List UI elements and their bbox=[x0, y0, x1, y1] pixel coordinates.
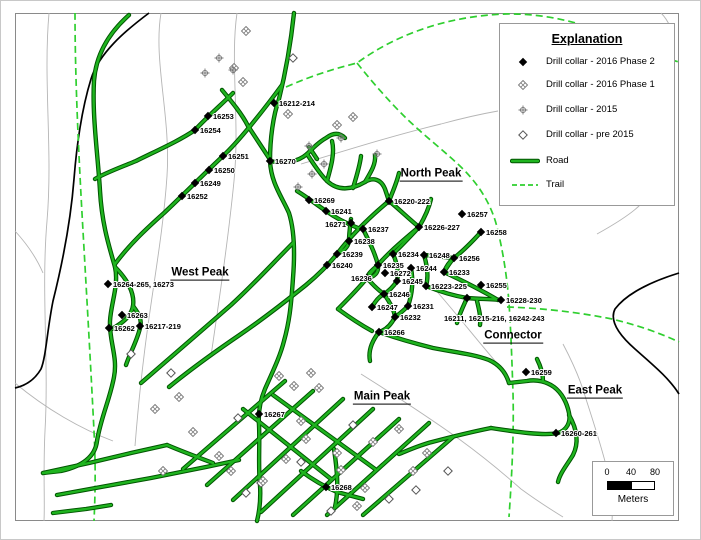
drill-collar-label: 16262 bbox=[114, 324, 135, 333]
trail-lines bbox=[74, 12, 680, 522]
road-line-icon bbox=[510, 158, 540, 164]
drill-collar-label: 16253 bbox=[213, 112, 234, 121]
drill-collar-2015-icon bbox=[518, 105, 528, 115]
drill-collar-label: 16251 bbox=[228, 152, 249, 161]
scale-unit-label: Meters bbox=[617, 494, 649, 505]
drill-collar-label: 16223-225 bbox=[431, 282, 467, 291]
legend-item-label: Drill collar - 2016 Phase 2 bbox=[546, 56, 655, 67]
drill-collar-label: 16263 bbox=[127, 311, 148, 320]
drill-collar-label: 16258 bbox=[486, 228, 507, 237]
scale-tick-80: 80 bbox=[649, 467, 661, 477]
drill-collar-label: 16252 bbox=[187, 192, 208, 201]
drill-collar-label: 16269 bbox=[314, 196, 335, 205]
legend-item-label: Drill collar - 2015 bbox=[546, 104, 618, 115]
legend-item-label: Road bbox=[546, 155, 569, 166]
drill-collar-label: 16247 bbox=[377, 303, 398, 312]
drill-collar-label: 16238 bbox=[354, 237, 375, 246]
drill-collar-label: 16255 bbox=[486, 281, 507, 290]
drill-collar-label: 16235 bbox=[383, 261, 404, 270]
drill-collar-phase2-icon bbox=[518, 57, 528, 67]
drill-collar-label: 16248 bbox=[429, 251, 450, 260]
drill-collar-label: 16245 bbox=[402, 277, 423, 286]
drill-collar-pre2015-icon bbox=[518, 130, 528, 140]
scale-bar-white-segment bbox=[631, 481, 655, 490]
trail-line-icon bbox=[512, 184, 538, 186]
drill-collar-label: 16271 bbox=[325, 220, 346, 229]
drill-collar-label: 16244 bbox=[416, 264, 438, 273]
drill-collar-label: 16266 bbox=[384, 328, 405, 337]
drill-collar-label: 16256 bbox=[459, 254, 480, 263]
drill-collar-label: 16254 bbox=[200, 126, 222, 135]
legend-item-label: Drill collar - 2016 Phase 1 bbox=[546, 79, 655, 90]
drill-collar-label: 16260-261 bbox=[561, 429, 597, 438]
drill-collar-label: 16272 bbox=[390, 269, 411, 278]
drill-collar-label: 16237 bbox=[368, 225, 389, 234]
drill-collar-label: 16267 bbox=[264, 410, 285, 419]
drill-collar-label: 16236 bbox=[351, 274, 372, 283]
legend-item-label: Drill collar - pre 2015 bbox=[546, 129, 634, 140]
drill-collar-label: 16241 bbox=[331, 207, 352, 216]
drill-collar-label: 16249 bbox=[200, 179, 221, 188]
drill-collar-label: 16231 bbox=[413, 302, 434, 311]
drill-collar-label: 16220-222 bbox=[394, 197, 430, 206]
drill-collar-label: 16211, 16215-216, 16242-243 bbox=[444, 314, 545, 323]
drill-collar-labels: 16212-214 16253 16254 16251 16250 16249 16252 1… bbox=[112, 98, 598, 493]
scale-bar-black-segment bbox=[607, 481, 631, 490]
legend-panel: Explanation Drill collar - 2016 Phase 2 … bbox=[499, 23, 675, 206]
legend-title: Explanation bbox=[551, 32, 623, 46]
drill-collar-label: 16240 bbox=[332, 261, 353, 270]
drill-collar-label: 16217-219 bbox=[145, 322, 181, 331]
scale-tick-0: 0 bbox=[604, 467, 610, 477]
drill-collar-label: 16250 bbox=[214, 166, 235, 175]
scale-bar: 0 40 80 Meters bbox=[592, 461, 674, 516]
drill-collar-label: 16234 bbox=[398, 250, 420, 259]
drill-collar-label: 16246 bbox=[389, 290, 410, 299]
drill-collar-label: 16233 bbox=[449, 268, 470, 277]
legend-item-label: Trail bbox=[546, 179, 565, 190]
drill-collar-label: 16232 bbox=[400, 313, 421, 322]
drill-collar-label: 16268 bbox=[331, 483, 352, 492]
drill-collar-label: 16264-265, 16273 bbox=[113, 280, 174, 289]
scale-tick-40: 40 bbox=[625, 467, 637, 477]
drill-collar-label: 16239 bbox=[342, 250, 363, 259]
drill-collar-label: 16259 bbox=[531, 368, 552, 377]
drill-collar-label: 16270 bbox=[275, 157, 296, 166]
drill-collar-label: 16257 bbox=[467, 210, 488, 219]
drill-collar-label: 16228-230 bbox=[506, 296, 542, 305]
drill-collar-label: 16226-227 bbox=[424, 223, 460, 232]
drill-collar-phase1-icon bbox=[517, 79, 529, 91]
drill-collar-label: 16212-214 bbox=[279, 99, 316, 108]
